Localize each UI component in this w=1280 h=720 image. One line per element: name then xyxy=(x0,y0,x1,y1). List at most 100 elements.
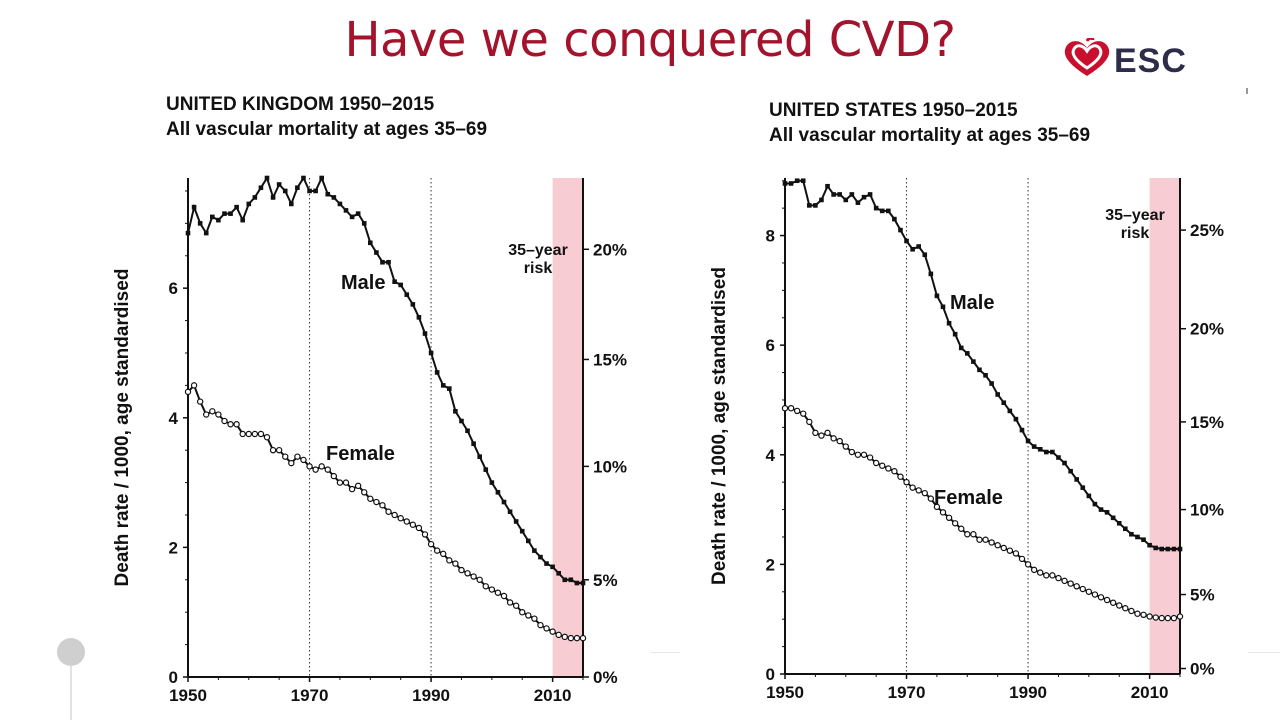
data-point xyxy=(544,561,549,566)
data-point xyxy=(433,547,441,554)
data-point xyxy=(240,217,245,223)
data-point xyxy=(1044,449,1049,455)
data-point xyxy=(1176,613,1184,620)
data-point xyxy=(849,192,855,197)
chart-title: UNITED KINGDOM 1950–2015 All vascular mo… xyxy=(166,92,487,142)
series-line xyxy=(785,407,1181,620)
data-point xyxy=(526,538,531,544)
data-point xyxy=(440,550,447,558)
data-point xyxy=(1116,520,1122,526)
data-point xyxy=(1091,591,1099,598)
data-point xyxy=(794,178,800,184)
data-point xyxy=(933,503,941,511)
data-point xyxy=(580,580,586,586)
data-point xyxy=(330,472,338,480)
data-point xyxy=(506,599,514,606)
data-point xyxy=(1152,614,1159,621)
data-point xyxy=(398,282,403,288)
data-point xyxy=(313,188,318,194)
data-point xyxy=(239,430,246,438)
data-point xyxy=(1116,602,1123,609)
data-point xyxy=(482,583,489,590)
data-point xyxy=(568,577,574,583)
data-point xyxy=(488,586,496,593)
data-point xyxy=(269,446,277,454)
data-point xyxy=(910,246,915,252)
data-point xyxy=(958,525,965,532)
data-point xyxy=(994,542,1001,549)
series-label: Male xyxy=(950,292,994,314)
data-point xyxy=(983,373,988,378)
data-point xyxy=(892,216,897,222)
chart-us: UNITED STATES 1950–2015 All vascular mor… xyxy=(640,90,1280,720)
data-point xyxy=(928,271,934,277)
slide-nav-line xyxy=(70,666,72,720)
data-point xyxy=(464,570,471,577)
data-point xyxy=(209,408,216,415)
data-point xyxy=(459,418,464,424)
data-point xyxy=(331,195,337,200)
data-point xyxy=(886,208,891,214)
data-point xyxy=(1055,574,1062,582)
data-point xyxy=(422,331,428,336)
data-point xyxy=(325,191,331,197)
data-point xyxy=(574,580,580,586)
logo-text: ESC xyxy=(1114,42,1187,78)
data-point xyxy=(1104,510,1110,515)
data-point xyxy=(897,473,904,480)
data-point xyxy=(289,201,294,207)
data-point xyxy=(579,634,587,642)
data-point xyxy=(532,548,537,553)
data-point xyxy=(215,411,222,418)
data-point xyxy=(421,531,429,538)
data-point xyxy=(921,489,928,497)
risk-label: 35–year xyxy=(508,242,568,259)
data-point xyxy=(1129,531,1134,537)
data-point xyxy=(1171,546,1177,552)
data-point xyxy=(1019,427,1025,433)
y2-tick-label: 5% xyxy=(593,571,618,590)
data-point xyxy=(233,421,240,428)
data-point xyxy=(1165,546,1171,552)
data-point xyxy=(264,175,270,181)
data-point xyxy=(909,484,916,491)
data-point xyxy=(971,359,976,364)
data-point xyxy=(471,441,476,447)
data-point xyxy=(793,407,801,415)
data-point xyxy=(1067,580,1074,587)
data-point xyxy=(800,410,807,417)
data-point xyxy=(397,515,404,522)
data-point xyxy=(228,211,233,216)
risk-band xyxy=(552,178,583,677)
data-point xyxy=(410,302,416,307)
data-point xyxy=(787,404,795,412)
y-tick-label: 8 xyxy=(766,227,775,246)
data-point xyxy=(270,195,276,200)
data-point xyxy=(380,259,385,265)
data-point xyxy=(221,417,228,425)
data-point xyxy=(373,498,380,506)
data-point xyxy=(867,192,873,197)
data-point xyxy=(1079,585,1086,593)
data-point xyxy=(934,293,940,299)
data-point xyxy=(556,571,561,576)
data-point xyxy=(294,453,301,460)
x-tick-label: 1990 xyxy=(1009,683,1047,702)
data-point xyxy=(507,509,513,515)
data-point xyxy=(904,238,909,244)
data-point xyxy=(495,490,501,495)
data-point xyxy=(1097,594,1105,601)
data-point xyxy=(288,459,295,467)
data-point xyxy=(197,221,203,226)
data-point xyxy=(282,188,288,194)
x-tick-label: 1990 xyxy=(412,686,450,705)
data-point xyxy=(368,240,373,246)
chart-title-main: UNITED KINGDOM 1950–2015 xyxy=(166,94,435,115)
data-point xyxy=(453,408,458,414)
data-point xyxy=(1177,546,1183,552)
y-tick-label: 6 xyxy=(766,336,775,355)
data-point xyxy=(319,175,324,181)
risk-label: 35–year xyxy=(1105,207,1165,224)
data-point xyxy=(465,428,470,434)
data-point xyxy=(940,304,946,310)
